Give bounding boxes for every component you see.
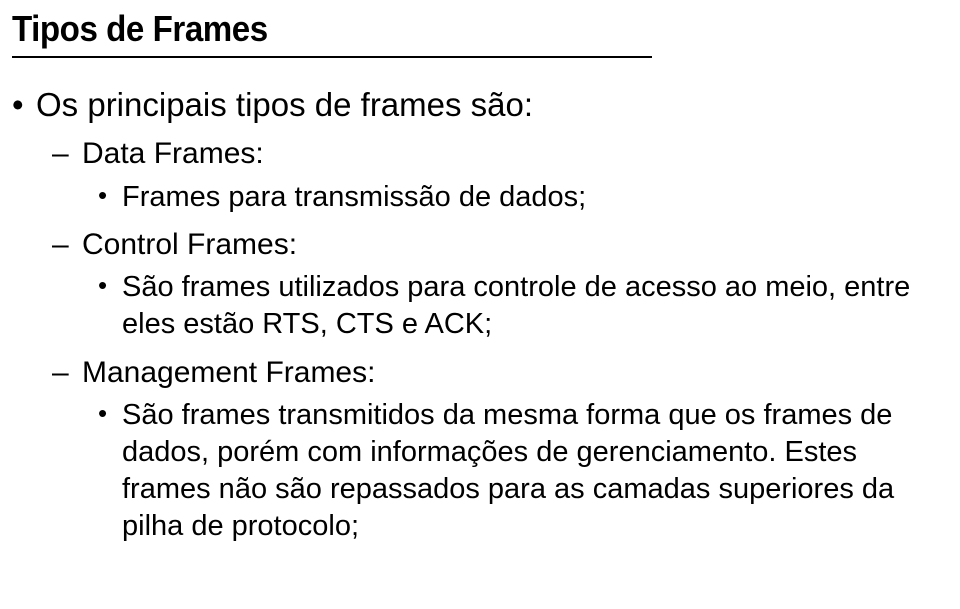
bullet-data-frames: Data Frames: bbox=[52, 135, 930, 173]
bullet-level1: Os principais tipos de frames são: bbox=[12, 84, 930, 125]
bullet-data-frames-detail: Frames para transmissão de dados; bbox=[98, 179, 930, 216]
slide: Tipos de Frames Os principais tipos de f… bbox=[0, 0, 960, 609]
bullet-management-frames-detail: São frames transmitidos da mesma forma q… bbox=[98, 397, 930, 545]
slide-title: Tipos de Frames bbox=[12, 8, 857, 50]
bullet-management-frames: Management Frames: bbox=[52, 354, 930, 392]
bullet-control-frames-detail: São frames utilizados para controle de a… bbox=[98, 269, 930, 343]
title-underline bbox=[12, 56, 652, 58]
bullet-control-frames: Control Frames: bbox=[52, 226, 930, 264]
